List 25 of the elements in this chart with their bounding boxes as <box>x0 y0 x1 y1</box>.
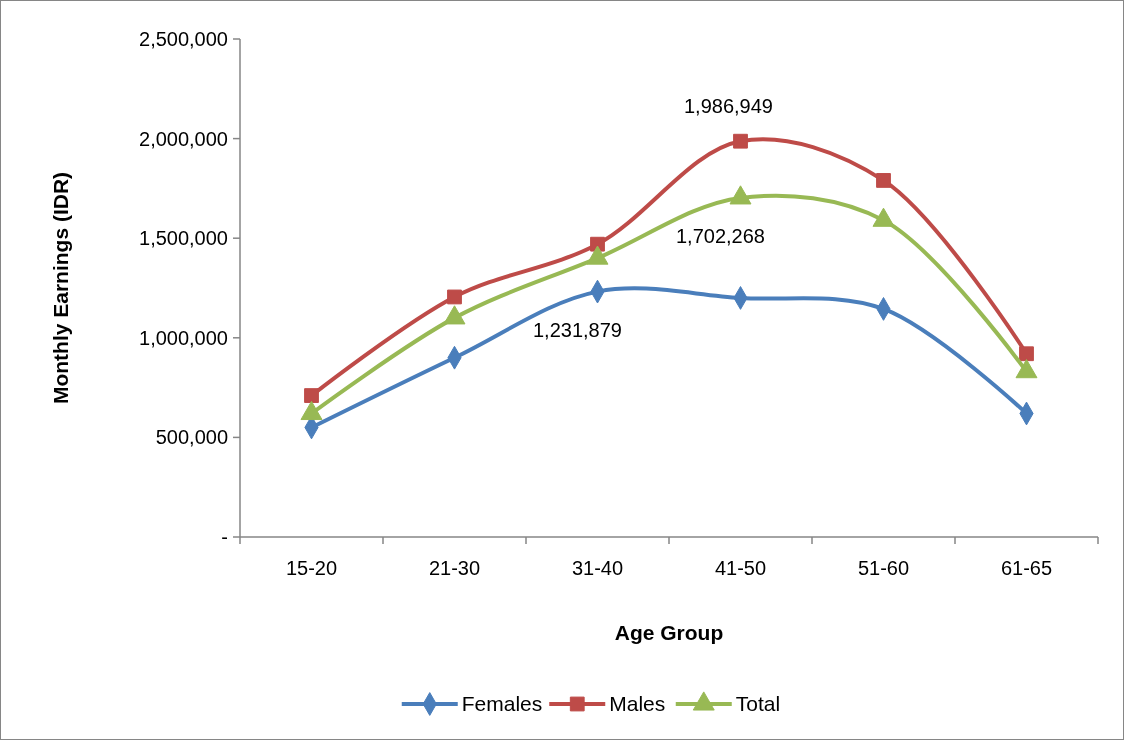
y-tick-label: 500,000 <box>155 426 228 449</box>
data-label: 1,986,949 <box>684 95 773 118</box>
data-label: 1,702,268 <box>676 224 765 247</box>
legend-label: Males <box>609 692 666 716</box>
y-tick-label: 2,500,000 <box>139 28 228 50</box>
x-tick-label: 41-50 <box>714 557 767 579</box>
x-tick-label: 15-20 <box>285 557 338 579</box>
point <box>733 133 748 149</box>
legend-label: Total <box>735 692 781 716</box>
x-tick-label: 61-65 <box>1000 557 1053 579</box>
point <box>304 388 319 403</box>
point <box>447 289 462 305</box>
x-axis-title: Age Group <box>614 621 724 644</box>
y-tick-label: - <box>221 526 228 548</box>
data-label: 1,231,879 <box>533 318 622 341</box>
point <box>1019 346 1034 362</box>
x-tick-label: 31-40 <box>571 557 624 579</box>
y-tick-label: 1,500,000 <box>139 227 228 250</box>
y-tick-label: 1,000,000 <box>139 326 228 349</box>
legend-label: Females <box>461 692 543 716</box>
point <box>876 173 891 188</box>
y-tick-label: 2,000,000 <box>139 127 228 150</box>
x-tick-label: 51-60 <box>857 557 910 579</box>
y-axis-title: Monthly Earnings (IDR) <box>49 171 72 405</box>
x-tick-label: 21-30 <box>428 557 481 579</box>
